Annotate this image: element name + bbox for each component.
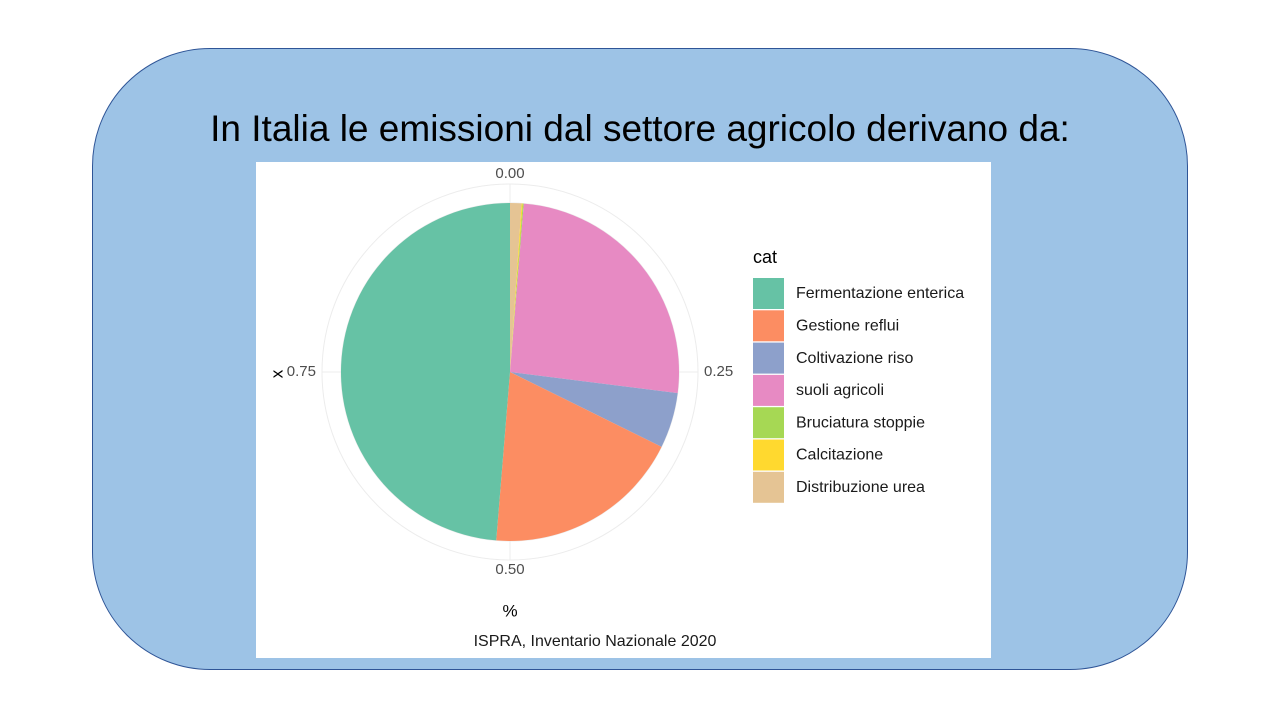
chart-caption: ISPRA, Inventario Nazionale 2020: [474, 633, 717, 650]
legend-label: Distribuzione urea: [796, 479, 925, 496]
x-axis-label: %: [502, 601, 517, 620]
chart-panel: 0.00 0.25 0.50 0.75 x % ISPRA, Inventario N…: [256, 162, 991, 658]
pie-chart: 0.00 0.25 0.50 0.75 x % ISPRA, Inventario N…: [267, 165, 964, 650]
tick-label: 0.50: [495, 561, 524, 578]
slide-title: In Italia le emissioni dal settore agric…: [210, 108, 1070, 149]
radial-tick-labels: 0.00 0.25 0.50 0.75: [287, 165, 733, 578]
pie-slice-5: [510, 203, 523, 372]
legend-label: Gestione reflui: [796, 318, 899, 335]
legend-key: [753, 439, 784, 471]
legend-key: [753, 310, 784, 342]
tick-label: 0.75: [287, 363, 316, 380]
y-axis-label: x: [267, 369, 286, 378]
legend-label: Coltivazione riso: [796, 350, 913, 367]
legend-label: Calcitazione: [796, 447, 883, 464]
tick-label: 0.00: [495, 165, 524, 182]
legend-key: [753, 278, 784, 309]
tick-label: 0.25: [704, 363, 733, 380]
legend: cat Fermentazione enterica Gestione reflu…: [753, 247, 964, 503]
pie-slice-1: [496, 372, 662, 541]
pie-slice-0: [340, 203, 510, 541]
legend-key: [753, 407, 784, 439]
legend-title: cat: [753, 247, 777, 267]
legend-label: Bruciatura stoppie: [796, 414, 925, 431]
pie-slice-6: [510, 203, 522, 372]
legend-key: [753, 471, 784, 503]
pie-slice-3: [510, 203, 679, 394]
pie-slice-4: [510, 203, 524, 372]
legend-key: [753, 374, 784, 406]
legend-label: suoli agricoli: [796, 382, 884, 399]
pie-slices: [340, 203, 679, 541]
legend-label: Fermentazione enterica: [796, 285, 964, 302]
pie-slice-2: [510, 372, 678, 447]
legend-key: [753, 342, 784, 374]
